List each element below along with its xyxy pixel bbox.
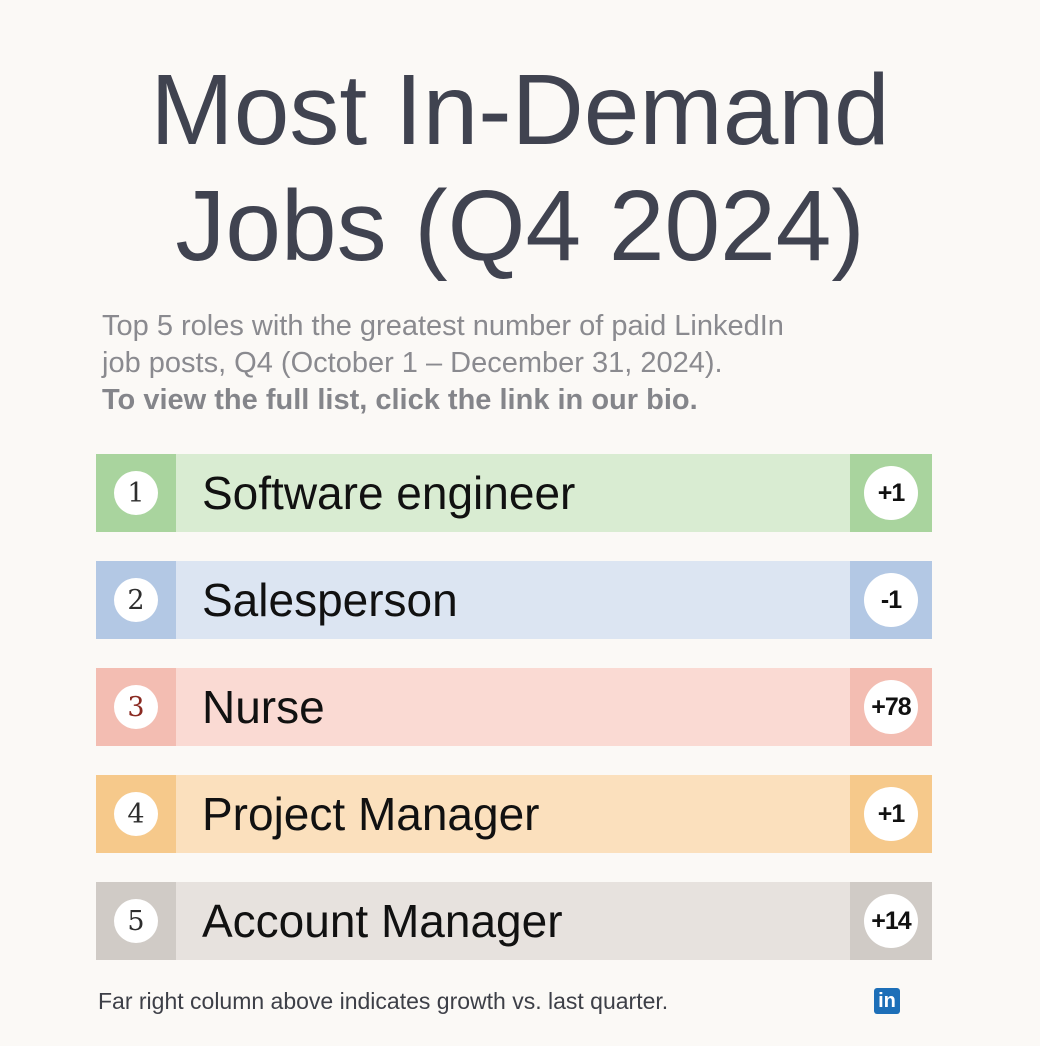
rank-cell: 1: [96, 454, 176, 532]
job-title: Software engineer: [202, 467, 576, 519]
change-badge: +14: [864, 894, 918, 948]
change-cell: +78: [850, 668, 932, 746]
change-badge: +1: [864, 787, 918, 841]
rank-badge: 1: [114, 471, 158, 515]
jobs-list: 1 Software engineer +1 2 Salesperson -1 …: [96, 454, 932, 989]
rank-cell: 2: [96, 561, 176, 639]
change-badge: +78: [864, 680, 918, 734]
change-cell: -1: [850, 561, 932, 639]
job-row-5: 5 Account Manager +14: [96, 882, 932, 960]
subtitle: Top 5 roles with the greatest number of …: [102, 308, 962, 419]
job-title: Nurse: [202, 681, 325, 733]
rank-badge: 3: [114, 685, 158, 729]
job-row-2: 2 Salesperson -1: [96, 561, 932, 639]
change-cell: +1: [850, 775, 932, 853]
subtitle-line-2: job posts, Q4 (October 1 – December 31, …: [102, 347, 723, 379]
job-row-4: 4 Project Manager +1: [96, 775, 932, 853]
call-to-action: To view the full list, click the link in…: [102, 384, 698, 416]
job-title: Project Manager: [202, 788, 540, 840]
change-badge: +1: [864, 466, 918, 520]
rank-cell: 3: [96, 668, 176, 746]
title-line-2: Jobs (Q4 2024): [175, 170, 865, 282]
change-cell: +1: [850, 454, 932, 532]
change-badge: -1: [864, 573, 918, 627]
change-cell: +14: [850, 882, 932, 960]
rank-badge: 2: [114, 578, 158, 622]
page-title: Most In-Demand Jobs (Q4 2024): [0, 52, 1040, 284]
title-line-1: Most In-Demand: [150, 54, 890, 166]
job-title: Salesperson: [202, 574, 458, 626]
linkedin-icon: in: [874, 988, 900, 1014]
job-row-3: 3 Nurse +78: [96, 668, 932, 746]
rank-badge: 4: [114, 792, 158, 836]
rank-cell: 5: [96, 882, 176, 960]
job-row-1: 1 Software engineer +1: [96, 454, 932, 532]
rank-badge: 5: [114, 899, 158, 943]
footnote: Far right column above indicates growth …: [98, 988, 669, 1014]
rank-cell: 4: [96, 775, 176, 853]
subtitle-line-1: Top 5 roles with the greatest number of …: [102, 310, 784, 342]
job-title: Account Manager: [202, 895, 563, 947]
